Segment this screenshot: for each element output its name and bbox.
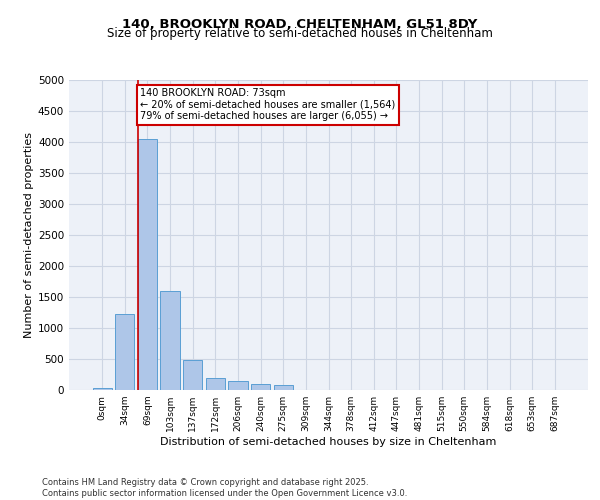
Bar: [138, 139, 157, 390]
Bar: [251, 384, 270, 390]
Bar: [206, 378, 225, 390]
Text: Size of property relative to semi-detached houses in Cheltenham: Size of property relative to semi-detach…: [107, 28, 493, 40]
Bar: [92, 388, 112, 390]
Y-axis label: Number of semi-detached properties: Number of semi-detached properties: [24, 132, 34, 338]
Text: Contains HM Land Registry data © Crown copyright and database right 2025.
Contai: Contains HM Land Registry data © Crown c…: [42, 478, 407, 498]
Bar: [160, 291, 180, 390]
Bar: [229, 380, 248, 390]
Bar: [274, 386, 293, 390]
Bar: [115, 314, 134, 390]
X-axis label: Distribution of semi-detached houses by size in Cheltenham: Distribution of semi-detached houses by …: [160, 437, 497, 447]
Text: 140 BROOKLYN ROAD: 73sqm
← 20% of semi-detached houses are smaller (1,564)
79% o: 140 BROOKLYN ROAD: 73sqm ← 20% of semi-d…: [140, 88, 395, 122]
Text: 140, BROOKLYN ROAD, CHELTENHAM, GL51 8DY: 140, BROOKLYN ROAD, CHELTENHAM, GL51 8DY: [122, 18, 478, 30]
Bar: [183, 360, 202, 390]
